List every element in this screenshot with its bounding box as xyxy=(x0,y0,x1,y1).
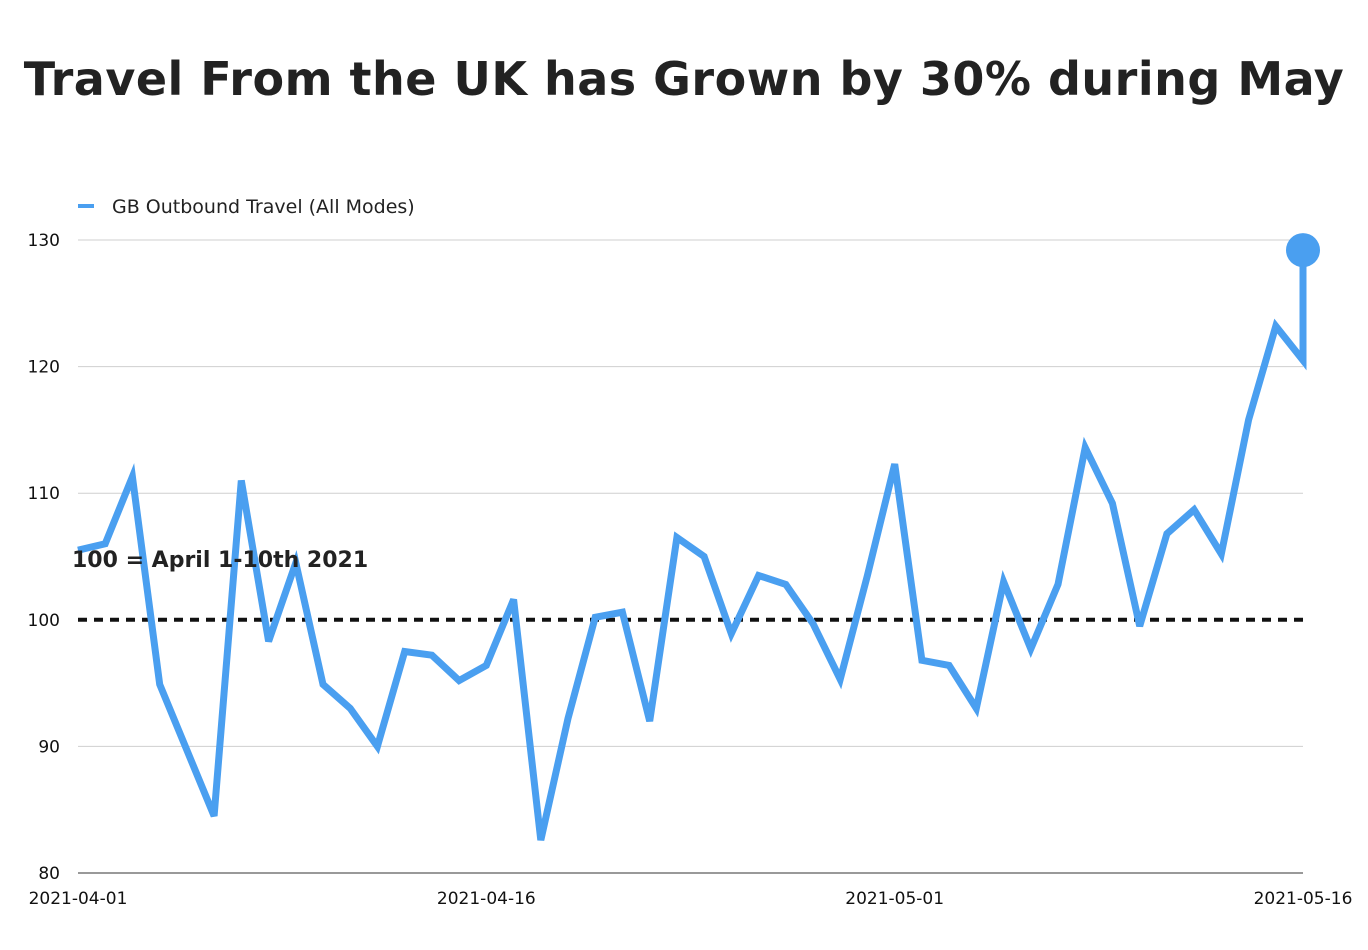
data-point xyxy=(702,555,706,559)
data-point xyxy=(1056,582,1060,586)
data-point xyxy=(620,610,624,614)
legend: GB Outbound Travel (All Modes) xyxy=(78,196,415,218)
y-tick-label: 80 xyxy=(38,864,60,884)
x-tick-label: 2021-05-16 xyxy=(1254,889,1353,909)
data-point xyxy=(212,814,216,818)
x-tick-label: 2021-04-01 xyxy=(29,889,128,909)
data-point xyxy=(1165,532,1169,536)
data-point xyxy=(158,682,162,686)
data-point xyxy=(947,663,951,667)
series-layer xyxy=(77,233,1320,842)
y-tick-label: 130 xyxy=(28,231,60,251)
data-point xyxy=(267,639,271,643)
data-point xyxy=(811,622,815,626)
data-point xyxy=(1138,624,1142,628)
data-point xyxy=(1219,552,1223,556)
data-point xyxy=(648,719,652,723)
y-axis-ticks: 80 90 100 110 120 130 xyxy=(28,231,60,884)
data-point xyxy=(1083,446,1087,450)
data-point xyxy=(675,536,679,540)
data-point xyxy=(757,573,761,577)
data-point xyxy=(103,542,107,546)
data-point xyxy=(566,717,570,721)
data-point xyxy=(403,649,407,653)
data-point xyxy=(784,582,788,586)
data-point xyxy=(484,663,488,667)
data-point xyxy=(1192,508,1196,512)
data-point xyxy=(430,653,434,657)
data-point xyxy=(239,479,243,483)
data-point xyxy=(1301,358,1305,362)
data-point xyxy=(865,573,869,577)
x-tick-label: 2021-04-16 xyxy=(437,889,536,909)
baseline-annotation: 100 = April 1-10th 2021 xyxy=(72,548,368,573)
y-tick-label: 90 xyxy=(38,737,60,757)
data-point xyxy=(348,706,352,710)
data-point xyxy=(512,598,516,602)
data-point xyxy=(729,632,733,636)
data-point xyxy=(185,748,189,752)
data-point xyxy=(321,682,325,686)
y-tick-label: 100 xyxy=(28,611,60,631)
data-point xyxy=(893,462,897,466)
chart-title: Travel From the UK has Grown by 30% duri… xyxy=(23,52,1345,106)
data-point xyxy=(130,475,134,479)
gridlines xyxy=(78,239,1303,874)
data-point xyxy=(1002,580,1006,584)
y-tick-label: 120 xyxy=(28,358,60,378)
data-point xyxy=(457,679,461,683)
data-point xyxy=(593,615,597,619)
y-tick-label: 110 xyxy=(28,484,60,504)
data-point xyxy=(920,658,924,662)
x-tick-label: 2021-05-01 xyxy=(845,889,944,909)
data-point xyxy=(1029,647,1033,651)
data-point xyxy=(974,706,978,710)
x-axis-ticks: 2021-04-01 2021-04-16 2021-05-01 2021-05-16 xyxy=(29,889,1353,909)
data-point xyxy=(1110,501,1114,505)
data-point xyxy=(838,677,842,681)
data-point xyxy=(1274,324,1278,328)
legend-label: GB Outbound Travel (All Modes) xyxy=(112,196,415,218)
series-line xyxy=(77,250,1307,841)
data-point xyxy=(375,744,379,748)
data-point xyxy=(1247,418,1251,422)
last-point-marker xyxy=(1286,233,1320,268)
data-point xyxy=(539,838,543,842)
